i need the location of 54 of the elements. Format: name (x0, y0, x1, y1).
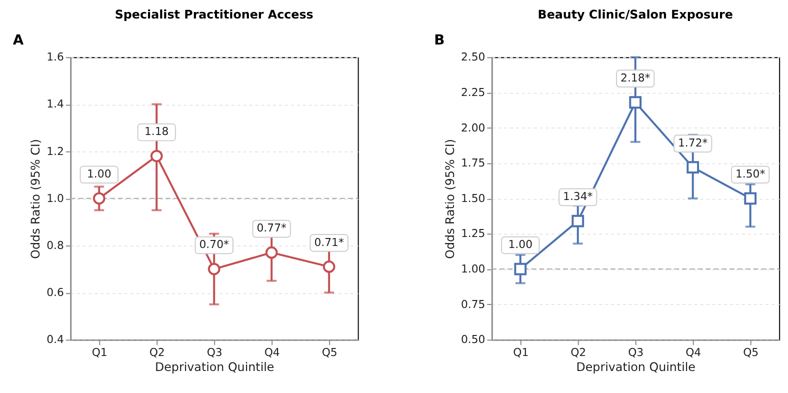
y-tick-label: 1.4 (46, 98, 64, 111)
point (572, 214, 584, 228)
x-tick-label: Q5 (322, 346, 338, 360)
y-tick-label: 1.25 (460, 227, 486, 240)
data-label: 2.18* (620, 72, 651, 85)
data-label: 1.00 (508, 238, 533, 252)
y-tick-label: 1.0 (46, 192, 64, 205)
x-tick-label: Q2 (570, 346, 586, 360)
point (744, 192, 757, 205)
point (92, 192, 106, 205)
y-axis-title: Odds Ratio (95% CI) (28, 138, 43, 259)
data-label: 1.72* (678, 136, 708, 150)
chart-title: Beauty Clinic/Salon Exposure (538, 8, 733, 22)
x-tick-label: Q4 (686, 346, 702, 360)
data-label: 1.18 (144, 125, 169, 138)
y-axis-title: Odds Ratio (95% CI) (442, 138, 457, 259)
y-tick-label: 0.4 (46, 333, 64, 346)
x-tick-label: Q1 (92, 346, 108, 360)
y-tick-label: 0.6 (46, 286, 64, 300)
y-tick-label: 0.75 (460, 298, 486, 311)
data-label: 0.71* (314, 236, 344, 249)
data-label: 0.70* (199, 238, 230, 252)
x-tick-label: Q5 (743, 346, 759, 360)
point (629, 96, 642, 109)
data-label: 1.34* (563, 190, 594, 204)
x-axis-title: Deprivation Quintile (154, 360, 274, 374)
y-tick-label: 0.50 (460, 333, 486, 346)
y-tick-label: 1.50 (460, 192, 486, 205)
data-label: 1.00 (86, 168, 112, 181)
data-label: 1.50* (735, 168, 766, 181)
y-tick-label: 2.50 (460, 50, 486, 64)
point (265, 246, 278, 259)
point (686, 161, 700, 174)
point (208, 262, 220, 276)
y-tick-label: 2.25 (460, 86, 486, 99)
x-tick-label: Q3 (628, 346, 644, 360)
y-tick-label: 2.00 (460, 121, 486, 134)
y-tick-label: 1.75 (460, 156, 486, 170)
x-tick-label: Q4 (264, 346, 280, 360)
x-axis-title: Deprivation Quintile (576, 360, 696, 374)
point (150, 150, 163, 162)
text: A (12, 32, 24, 48)
x-tick-label: Q1 (513, 346, 529, 360)
point (514, 262, 527, 276)
data-label: 0.77* (256, 222, 287, 235)
chart-title: Specialist Practitioner Access (114, 8, 314, 22)
point (322, 260, 336, 273)
text: B (434, 32, 445, 48)
y-tick-label: 1.2 (46, 144, 64, 158)
x-tick-label: Q2 (149, 346, 165, 360)
y-tick-label: 1.00 (460, 262, 486, 276)
y-tick-label: 0.8 (46, 238, 64, 252)
x-tick-label: Q3 (206, 346, 222, 360)
y-tick-label: 1.6 (46, 50, 64, 64)
